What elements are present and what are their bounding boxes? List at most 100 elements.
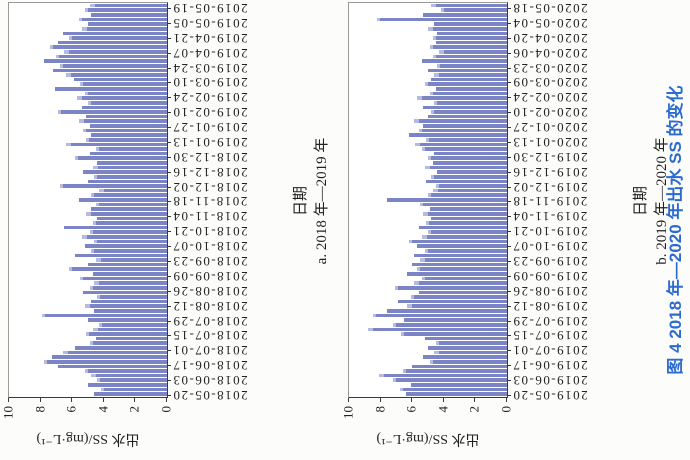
bar [428,346,507,350]
bar [59,184,167,188]
bar [379,373,507,378]
x-tick-label: 2019-06-17 [512,358,588,374]
bar [65,73,167,77]
bar [426,138,507,142]
bar [43,360,167,364]
bars [349,3,507,396]
bar [423,13,507,17]
bar [80,82,167,87]
bar [410,383,507,387]
bar [423,124,507,128]
bar [99,188,167,193]
x-tick-label: 2020-04-20 [512,30,588,46]
bar [62,350,167,355]
bar [434,151,507,156]
x-tick-label: 2019-07-15 [512,328,588,344]
bar [83,128,167,133]
x-tick-label: 2019-07-01 [512,343,588,359]
bar [428,27,507,31]
bar [94,309,167,313]
x-tick-label: 2019-10-21 [512,224,588,240]
bar [78,17,167,22]
bar [431,3,507,8]
bar [56,54,167,59]
bar [69,267,167,272]
bar [428,230,507,235]
bar [434,350,507,355]
bar [412,364,507,369]
bar [91,13,167,17]
bar [367,327,507,332]
x-tick-mark [167,171,171,173]
x-tick-label: 2018-11-18 [172,194,248,210]
x-tick-label: 2020-01-27 [512,120,588,136]
x-tick-mark [507,305,511,307]
y-tick-label: 4 [435,406,451,413]
bar [431,175,507,179]
bar [92,221,167,225]
bar [54,87,167,91]
bar [89,151,167,156]
bar [65,142,167,147]
x-tick-label: 2020-04-06 [512,45,588,61]
bar [407,304,507,309]
x-tick-label: 2019-08-12 [512,298,588,314]
x-tick-label: 2019-12-02 [512,179,588,195]
bar [57,40,167,45]
x-tick-mark [167,216,171,218]
bar [51,355,167,359]
bar [89,124,167,128]
bar [418,290,507,295]
bar [91,133,167,137]
x-tick-mark [507,37,511,39]
x-tick-mark [167,380,171,382]
bar [92,272,167,276]
bar [69,36,167,40]
x-tick-label: 2019-09-23 [512,254,588,270]
plot-area [8,2,168,398]
y-tick-label: 0 [498,406,514,413]
bar [64,225,167,230]
y-tick-mark [134,398,136,402]
bar [95,147,167,151]
x-tick-mark [167,156,171,158]
bar [434,73,507,77]
x-tick-mark [507,112,511,114]
bar [426,221,507,225]
y-tick-label: 6 [63,406,79,413]
bar [421,276,507,281]
bar [437,64,507,68]
x-tick-label: 2019-11-18 [512,194,588,210]
chart-a-2018-2019: 出水 SS/(mg·L⁻¹) 0 2 4 6 8 10 2018-05-20 2018-06… [0,0,335,460]
x-tick-mark [167,365,171,367]
bar [81,105,167,110]
bar [432,188,507,193]
bar [94,239,167,244]
bar [84,369,167,373]
bar [88,262,167,267]
x-tick-label: 2018-08-12 [172,298,248,314]
bar [75,156,167,161]
x-tick-mark [167,186,171,188]
bar [81,27,167,31]
x-tick-label: 2018-12-16 [172,164,248,180]
y-tick-label: 0 [158,406,174,413]
x-tick-label: 2018-09-23 [172,254,248,270]
bar [429,45,507,50]
x-tick-mark [167,141,171,143]
bar [86,212,167,216]
bar [428,156,507,161]
x-tick-mark [167,22,171,24]
bar [440,8,507,13]
x-tick-mark [167,246,171,248]
bar [423,105,507,110]
x-tick-mark [167,335,171,337]
x-tick-mark [167,82,171,84]
x-tick-mark [507,82,511,84]
bar [428,114,507,119]
bar [415,142,507,147]
bar [435,341,507,346]
bar [429,207,507,211]
x-tick-label: 2018-05-20 [172,388,248,403]
bar [372,313,507,318]
